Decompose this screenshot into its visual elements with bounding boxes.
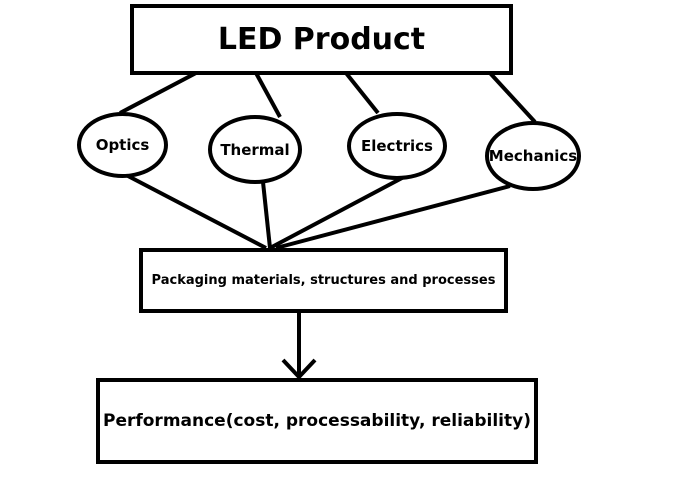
connector-top-optics xyxy=(119,71,197,115)
mechanics-ellipse: Mechanics xyxy=(485,121,581,191)
connector-top-mechanics xyxy=(488,71,537,124)
led-product-label: LED Product xyxy=(217,22,426,57)
mechanics-label: Mechanics xyxy=(488,147,578,165)
connector-optics-packaging xyxy=(127,174,267,250)
performance-box: Performance(cost, processability, reliab… xyxy=(96,378,538,464)
connector-mechanics-packaging xyxy=(275,184,511,250)
electrics-label: Electrics xyxy=(361,137,433,155)
connector-electrics-packaging xyxy=(269,176,403,250)
optics-label: Optics xyxy=(95,136,150,154)
connector-thermal-packaging xyxy=(261,181,272,249)
arrow-head xyxy=(281,358,317,380)
packaging-box: Packaging materials, structures and proc… xyxy=(139,248,508,313)
connector-top-thermal xyxy=(254,72,282,118)
thermal-label: Thermal xyxy=(220,140,290,159)
electrics-ellipse: Electrics xyxy=(347,112,447,180)
packaging-label: Packaging materials, structures and proc… xyxy=(151,273,496,288)
thermal-ellipse: Thermal xyxy=(208,115,302,184)
led-product-box: LED Product xyxy=(130,4,513,75)
performance-label: Performance(cost, processability, reliab… xyxy=(102,411,531,431)
connector-top-electrics xyxy=(344,71,380,115)
optics-ellipse: Optics xyxy=(77,112,168,178)
